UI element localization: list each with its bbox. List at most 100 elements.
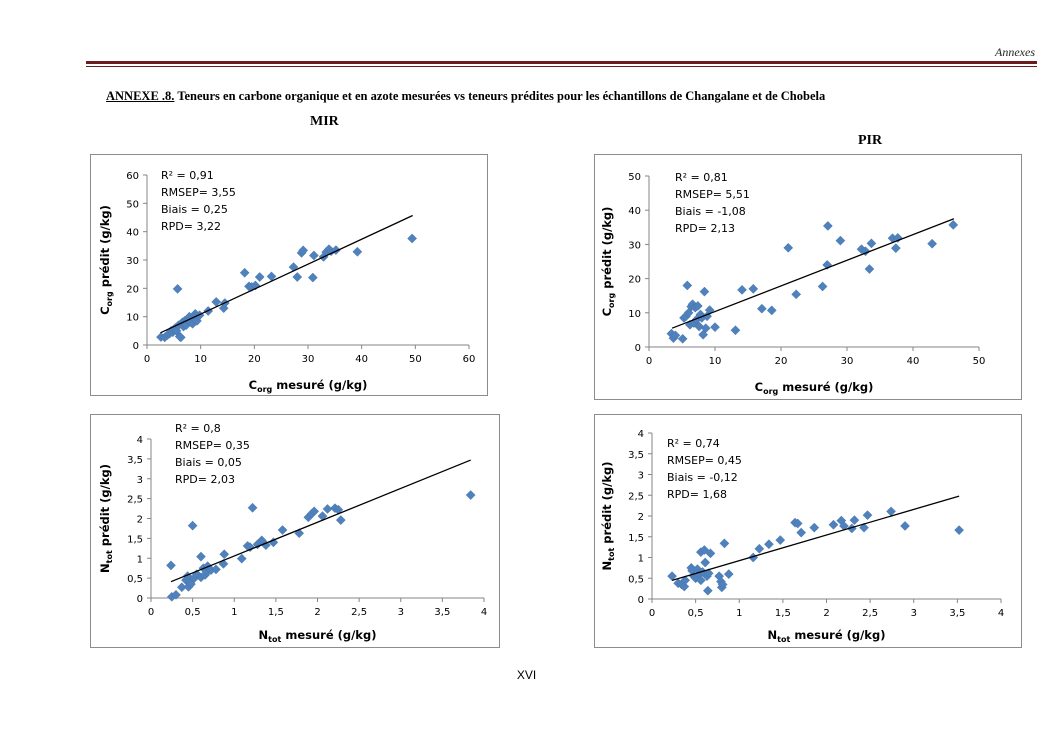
y-axis-label: Ntot prédit (g/kg) [600, 462, 616, 571]
data-point [679, 581, 690, 592]
y-tick-label: 3,5 [127, 455, 143, 466]
stats-line: RMSEP= 3,55 [161, 186, 236, 199]
x-tick-label: 3 [398, 607, 404, 618]
x-tick-label: 0 [144, 354, 150, 365]
header-rule-thin [86, 66, 1037, 67]
axes: 0 0,5 1 1,5 2 2,5 3 3,5 4 0 0,5 1 1,5 2 2,5 3 3,5 4 [628, 429, 1004, 619]
data-point [703, 568, 714, 579]
stats-line: RPD= 3,22 [161, 220, 221, 233]
x-tick-label: 1 [736, 608, 742, 619]
stats-annotation: R² = 0,91 RMSEP= 3,55 Biais = 0,25 RPD= 3,2… [161, 169, 236, 233]
data-point [710, 322, 720, 333]
axes: 0 10 20 30 40 50 60 0 10 20 30 40 50 60 [126, 171, 475, 365]
page-number: XVI [516, 668, 537, 682]
stats-annotation: R² = 0,8 RMSEP= 0,35 Biais = 0,05 RPD= 2,03 [175, 422, 250, 486]
data-point [699, 286, 710, 297]
data-point [175, 332, 186, 343]
data-point [702, 311, 712, 322]
data-point [719, 538, 730, 549]
y-tick-label: 0 [638, 595, 644, 606]
chart-pir-corg: 0 10 20 30 40 50 0 10 20 30 40 50 Corg mesuré (g/kg)… [594, 154, 1022, 400]
x-tick-label: 0 [649, 608, 655, 619]
y-tick-label: 4 [638, 429, 644, 440]
scatter-plot-svg: 0 0,5 1 1,5 2 2,5 3 3,5 4 0 0,5 1 1,5 2 2,5 3 3,5 4 Ntot m… [98, 422, 487, 644]
data-point [730, 325, 741, 336]
data-point [890, 243, 901, 254]
data-point [864, 264, 875, 274]
annex-title: ANNEXE .8. Teneurs en carbone organique … [106, 89, 825, 104]
x-tick-label: 50 [409, 354, 422, 365]
x-tick-label: 30 [302, 354, 315, 365]
data-point [783, 242, 794, 253]
trend-line [170, 459, 471, 583]
y-tick-label: 30 [126, 256, 139, 267]
x-tick-label: 40 [355, 354, 368, 365]
data-point [309, 250, 319, 261]
data-point [239, 267, 250, 278]
y-tick-label: 40 [628, 206, 641, 217]
data-point [717, 579, 728, 590]
trend-line [671, 218, 955, 329]
x-tick-label: 2 [823, 608, 829, 619]
y-tick-label: 60 [126, 171, 139, 182]
data-point [954, 525, 965, 535]
scatter-plot-svg: 0 10 20 30 40 50 0 10 20 30 40 50 Corg mesuré (g/kg)… [600, 171, 986, 396]
data-point [948, 220, 959, 230]
data-point [245, 542, 255, 553]
data-point [277, 525, 288, 535]
y-tick-label: 3,5 [628, 450, 644, 461]
scatter-plot-svg: 0 0,5 1 1,5 2 2,5 3 3,5 4 0 0,5 1 1,5 2 2,5 3 3,5 4 Ntot m… [600, 429, 1004, 644]
x-axis-label: Corg mesuré (g/kg) [755, 380, 874, 396]
data-point [809, 522, 820, 533]
data-point [702, 585, 713, 596]
x-tick-label: 20 [775, 356, 788, 367]
data-point [307, 272, 318, 283]
x-tick-label: 3 [911, 608, 917, 619]
data-point [822, 221, 833, 231]
x-tick-label: 50 [973, 356, 986, 367]
data-point [680, 575, 691, 586]
y-tick-label: 50 [628, 172, 641, 183]
y-tick-label: 10 [628, 309, 641, 320]
trend-line [160, 214, 413, 334]
data-point [407, 233, 417, 244]
y-tick-label: 3 [638, 471, 644, 482]
data-point [682, 280, 693, 291]
data-point [700, 557, 711, 568]
x-tick-label: 1 [231, 607, 237, 618]
x-tick-label: 0 [646, 356, 652, 367]
x-tick-label: 40 [907, 356, 920, 367]
x-tick-label: 10 [194, 354, 207, 365]
stats-line: R² = 0,74 [667, 437, 720, 450]
data-point [792, 518, 803, 529]
data-point [309, 506, 320, 517]
data-point [171, 589, 181, 600]
data-point [754, 543, 765, 554]
x-axis-label: Ntot mesuré (g/kg) [768, 628, 886, 644]
data-point [236, 553, 247, 564]
data-point [817, 281, 828, 292]
data-point [723, 569, 734, 579]
stats-line: RMSEP= 5,51 [675, 188, 750, 201]
data-point [822, 260, 833, 270]
chart-mir-ntot: 0 0,5 1 1,5 2 2,5 3 3,5 4 0 0,5 1 1,5 2 2,5 3 3,5 4 Ntot m… [90, 414, 500, 648]
header-rule-thick [86, 61, 1037, 64]
y-tick-label: 1 [137, 554, 143, 565]
axes: 0 0,5 1 1,5 2 2,5 3 3,5 4 0 0,5 1 1,5 2 2,5 3 3,5 4 [127, 435, 487, 618]
data-point [335, 515, 346, 525]
y-tick-label: 1 [638, 554, 644, 565]
y-tick-label: 4 [137, 435, 143, 446]
stats-line: RPD= 2,03 [175, 473, 235, 486]
stats-line: R² = 0,81 [675, 171, 728, 184]
y-tick-label: 2,5 [628, 491, 644, 502]
x-axis-label: Ntot mesuré (g/kg) [259, 628, 377, 644]
y-tick-label: 50 [126, 199, 139, 210]
data-point [748, 283, 759, 294]
data-point [866, 238, 877, 249]
x-tick-label: 30 [841, 356, 854, 367]
chart-mir-corg: 0 10 20 30 40 50 60 0 10 20 30 40 50 60 Corg mesuré (g… [90, 154, 488, 396]
data-point [292, 272, 303, 282]
x-tick-label: 3,5 [434, 607, 450, 618]
section-label-mir: MIR [310, 114, 339, 129]
x-tick-label: 4 [998, 608, 1004, 619]
